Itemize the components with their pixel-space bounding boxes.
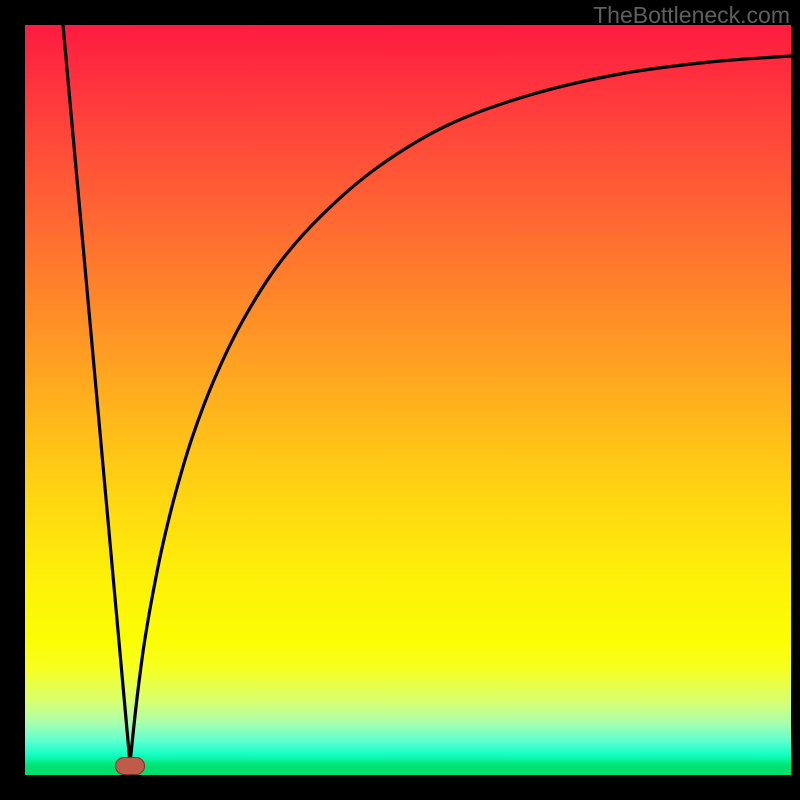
optimum-marker <box>115 757 145 775</box>
watermark-text: TheBottleneck.com <box>593 2 790 29</box>
bottleneck-curve <box>0 0 800 800</box>
